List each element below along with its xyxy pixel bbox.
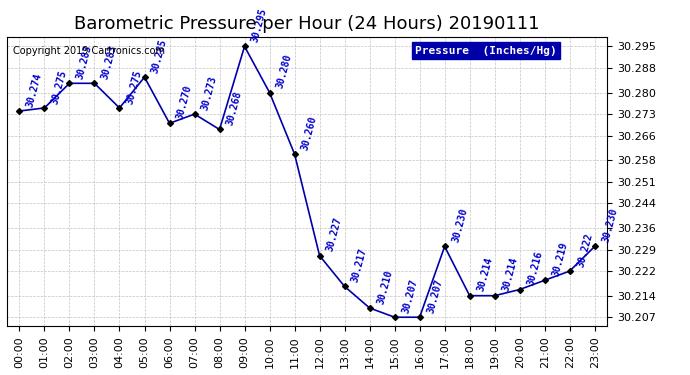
Pressure  (Inches/Hg) <box>266 90 274 95</box>
Pressure  (Inches/Hg) <box>166 121 174 126</box>
Text: 30.214: 30.214 <box>500 256 519 293</box>
Pressure  (Inches/Hg) <box>240 44 248 49</box>
Pressure  (Inches/Hg) <box>515 287 524 292</box>
Pressure  (Inches/Hg) <box>415 315 424 320</box>
Line: Pressure  (Inches/Hg): Pressure (Inches/Hg) <box>17 44 597 319</box>
Pressure  (Inches/Hg) <box>440 244 449 249</box>
Text: 30.207: 30.207 <box>400 278 419 315</box>
Pressure  (Inches/Hg) <box>591 244 599 249</box>
Text: Pressure  (Inches/Hg): Pressure (Inches/Hg) <box>415 46 557 56</box>
Pressure  (Inches/Hg) <box>115 106 124 110</box>
Pressure  (Inches/Hg) <box>315 254 324 258</box>
Text: 30.268: 30.268 <box>225 90 244 127</box>
Text: 30.222: 30.222 <box>575 232 594 268</box>
Text: 30.216: 30.216 <box>525 250 544 287</box>
Pressure  (Inches/Hg) <box>90 81 99 86</box>
Text: 30.270: 30.270 <box>175 84 194 120</box>
Text: 30.219: 30.219 <box>550 241 569 278</box>
Pressure  (Inches/Hg) <box>566 269 574 273</box>
Text: 30.214: 30.214 <box>475 256 494 293</box>
Text: 30.285: 30.285 <box>150 38 169 74</box>
Text: 30.227: 30.227 <box>325 216 344 253</box>
Pressure  (Inches/Hg) <box>391 315 399 320</box>
Text: 30.273: 30.273 <box>200 75 219 111</box>
Pressure  (Inches/Hg) <box>15 109 23 113</box>
Text: 30.274: 30.274 <box>25 72 43 108</box>
Pressure  (Inches/Hg) <box>215 127 224 132</box>
Text: 30.230: 30.230 <box>600 207 619 244</box>
Pressure  (Inches/Hg) <box>40 106 48 110</box>
Text: Copyright 2019 Cartronics.com: Copyright 2019 Cartronics.com <box>13 46 165 56</box>
Pressure  (Inches/Hg) <box>140 75 148 80</box>
Pressure  (Inches/Hg) <box>491 293 499 298</box>
Pressure  (Inches/Hg) <box>366 306 374 310</box>
Pressure  (Inches/Hg) <box>290 152 299 156</box>
Pressure  (Inches/Hg) <box>66 81 74 86</box>
Text: 30.230: 30.230 <box>450 207 469 244</box>
Text: 30.283: 30.283 <box>75 44 94 81</box>
Title: Barometric Pressure per Hour (24 Hours) 20190111: Barometric Pressure per Hour (24 Hours) … <box>75 15 540 33</box>
Text: 30.210: 30.210 <box>375 268 394 305</box>
Pressure  (Inches/Hg) <box>466 293 474 298</box>
Text: 30.295: 30.295 <box>250 7 269 44</box>
Text: 30.275: 30.275 <box>125 69 144 105</box>
Pressure  (Inches/Hg) <box>190 112 199 116</box>
Pressure  (Inches/Hg) <box>540 278 549 282</box>
Text: 30.283: 30.283 <box>100 44 119 81</box>
Pressure  (Inches/Hg) <box>340 284 348 289</box>
Text: 30.260: 30.260 <box>300 115 319 152</box>
Text: 30.275: 30.275 <box>50 69 69 105</box>
Text: 30.217: 30.217 <box>350 247 369 284</box>
Text: 30.280: 30.280 <box>275 53 294 90</box>
Text: 30.207: 30.207 <box>425 278 444 315</box>
